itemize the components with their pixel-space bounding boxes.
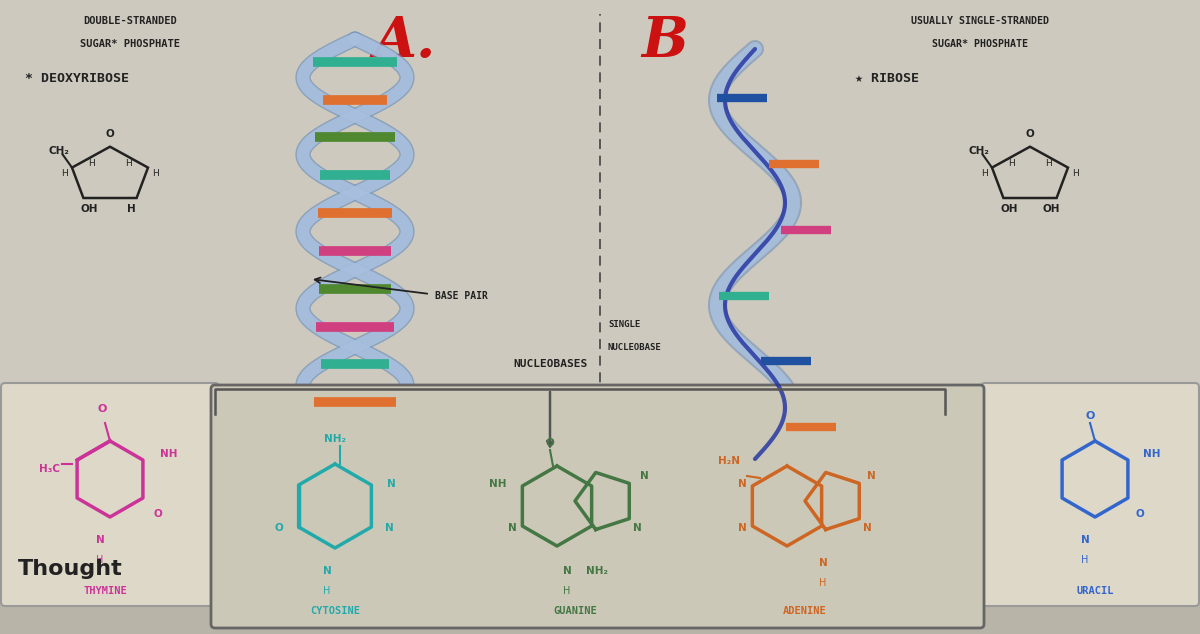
Text: O: O [546,438,554,448]
Text: SUGAR* PHOSPHATE: SUGAR* PHOSPHATE [80,39,180,49]
Text: O: O [154,509,162,519]
Text: H: H [88,158,95,167]
Text: CH₂: CH₂ [48,145,70,155]
Text: H: H [982,169,988,178]
Text: H: H [820,578,827,588]
Text: NH₂: NH₂ [324,434,346,444]
Text: O: O [1026,129,1034,139]
Text: H: H [323,586,331,596]
Text: H₃C: H₃C [40,464,60,474]
Text: N: N [96,535,104,545]
Text: SINGLE: SINGLE [608,320,641,329]
Text: H: H [152,169,158,178]
Text: H: H [1008,158,1014,167]
Text: SUGAR* PHOSPHATE: SUGAR* PHOSPHATE [932,39,1028,49]
Text: NH: NH [160,449,178,459]
Text: H: H [1081,555,1088,565]
Text: N: N [738,523,748,533]
Text: O: O [1085,411,1094,421]
Text: O: O [1135,509,1144,519]
Text: O: O [97,404,107,414]
Text: N: N [868,471,876,481]
Text: H: H [1073,169,1079,178]
Text: N: N [1081,535,1090,545]
Text: A.: A. [374,14,436,69]
Text: NH: NH [1142,449,1160,459]
Text: NH₂: NH₂ [586,566,608,576]
Text: CH₂: CH₂ [968,145,989,155]
Text: H: H [126,158,132,167]
Text: OH: OH [80,204,98,214]
Text: H: H [1045,158,1052,167]
Text: O: O [106,129,114,139]
Text: N: N [863,523,871,533]
Text: N: N [640,471,649,481]
Text: H₂N: H₂N [718,456,740,466]
Text: O: O [275,523,283,533]
Text: B: B [642,14,689,69]
Text: N: N [386,479,396,489]
Text: N: N [323,566,331,576]
Text: NUCLEOBASES: NUCLEOBASES [512,359,587,369]
Text: N: N [634,523,642,533]
Text: N: N [818,558,827,568]
Text: OH: OH [1042,204,1060,214]
Text: BASE PAIR: BASE PAIR [434,291,488,301]
FancyBboxPatch shape [982,383,1199,606]
Text: H: H [126,204,136,214]
Text: GUANINE: GUANINE [553,606,596,616]
Text: N: N [509,523,517,533]
Text: ★ RIBOSE: ★ RIBOSE [856,72,919,85]
Text: OH: OH [1001,204,1018,214]
Text: USUALLY SINGLE-STRANDED: USUALLY SINGLE-STRANDED [911,16,1049,26]
Text: THYMINE: THYMINE [83,586,127,596]
FancyBboxPatch shape [211,385,984,628]
Bar [0,389,1200,634]
FancyBboxPatch shape [1,383,220,606]
Text: CYTOSINE: CYTOSINE [310,606,360,616]
Text: ADENINE: ADENINE [784,606,827,616]
Text: H: H [96,555,103,565]
Text: DOUBLE-STRANDED: DOUBLE-STRANDED [83,16,176,26]
Text: N: N [738,479,748,489]
Text: N: N [385,523,394,533]
Text: * DEOXYRIBOSE: * DEOXYRIBOSE [25,72,130,85]
Text: Thought: Thought [18,559,122,579]
Text: H: H [563,586,571,596]
Text: H: H [61,169,67,178]
Text: NUCLEOBASE: NUCLEOBASE [608,343,661,352]
Text: NH: NH [490,479,506,489]
Text: URACIL: URACIL [1076,586,1114,596]
Text: N: N [563,566,571,576]
